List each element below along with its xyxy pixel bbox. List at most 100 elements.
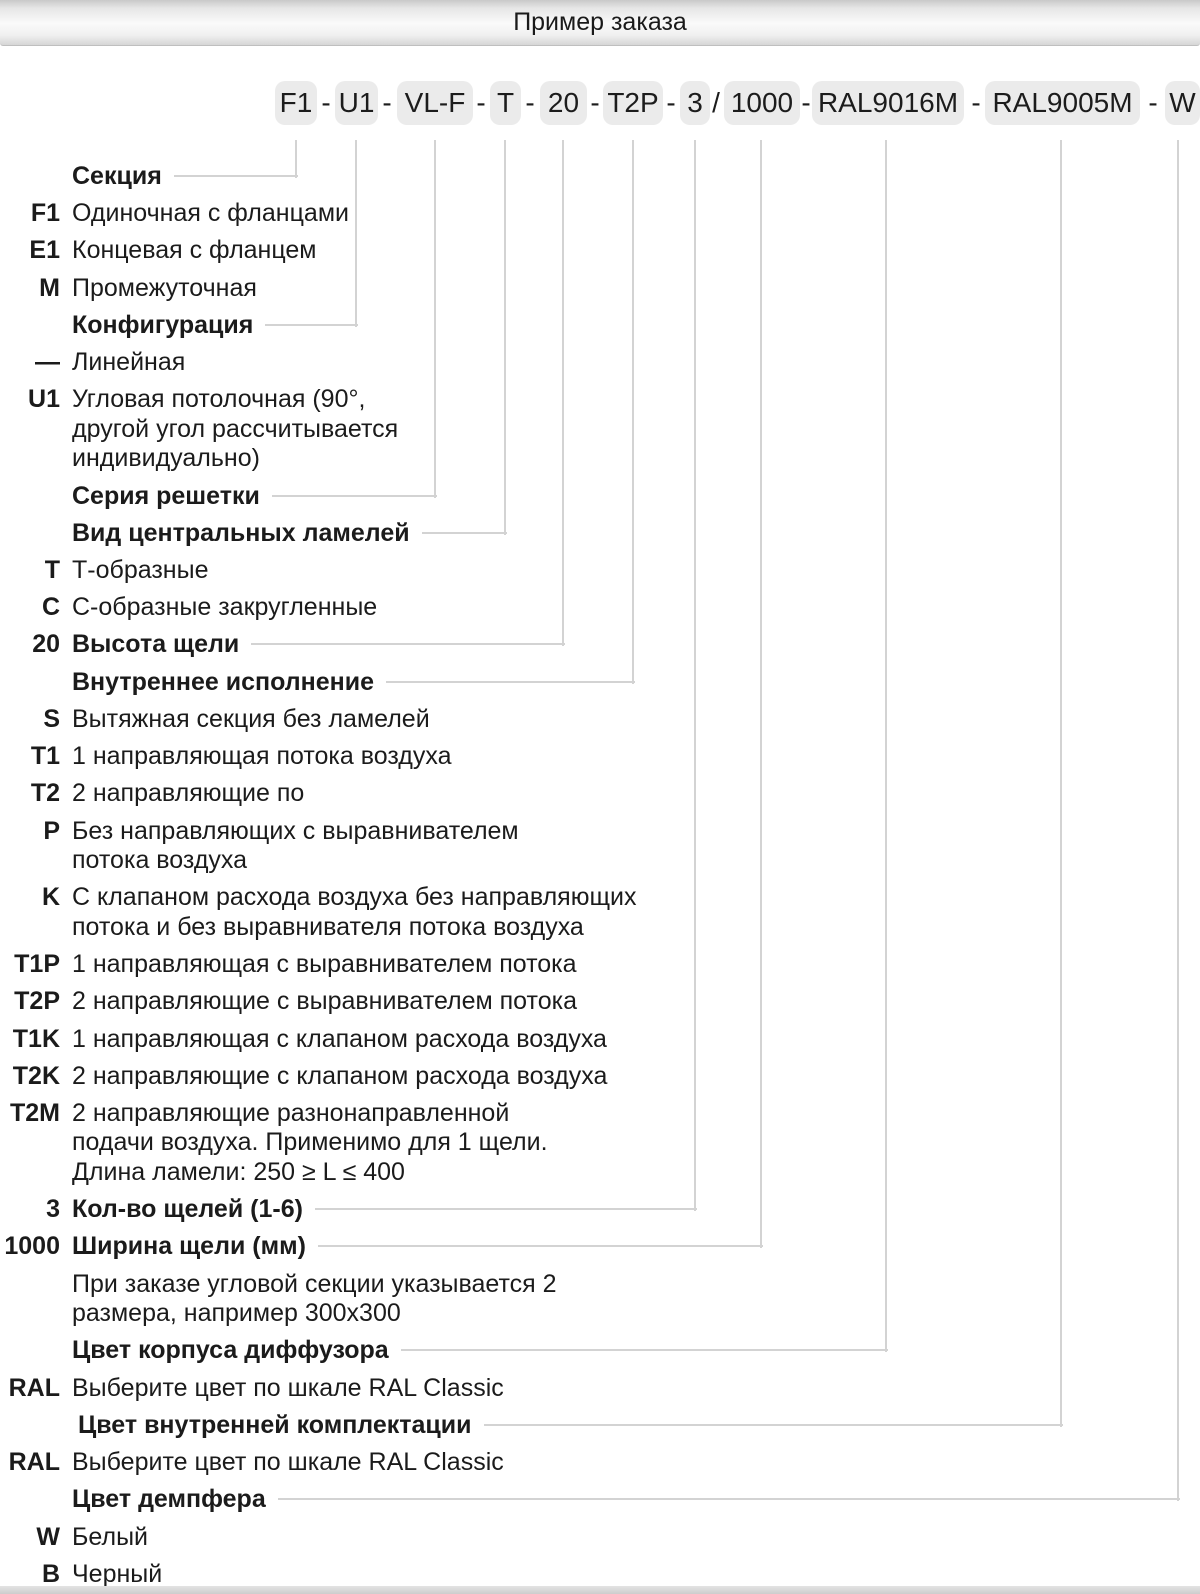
legend-code: C — [41, 593, 60, 621]
code-separator: - — [525, 87, 535, 118]
section-header-bar: Пример заказа — [0, 0, 1200, 46]
legend-header-body-color: Цвет корпуса диффузора — [0, 1335, 888, 1365]
legend-item-c: C С-образные закругленные — [0, 592, 1200, 622]
legend-code: K — [41, 883, 60, 911]
legend-code: 20 — [32, 630, 60, 658]
legend-item-t: T Т-образные — [0, 555, 1200, 585]
connector-v-body-color — [885, 140, 887, 1352]
legend-header-section: Секция — [0, 161, 298, 191]
code-separator: - — [382, 87, 392, 118]
code-segment-slot-count: 3 — [680, 81, 710, 125]
connector-v-configuration — [355, 140, 357, 327]
code-separator: - — [590, 87, 600, 118]
code-segment-internal-color: RAL9005M — [985, 81, 1140, 125]
legend-code: RAL — [8, 1374, 60, 1402]
connector-v-internal-color — [1060, 140, 1062, 1427]
legend-code: T — [44, 556, 60, 584]
connector-h-internal — [386, 681, 635, 683]
legend-item-t1: T1 1 направляющая потока воздуха — [0, 741, 1200, 771]
legend-code: T2 — [30, 779, 60, 807]
legend-header-internal-color: Цвет внутренней комплектации — [0, 1410, 1063, 1440]
legend-item-s: S Вытяжная секция без ламелей — [0, 704, 1200, 734]
connector-h-body-color — [400, 1349, 888, 1351]
code-separator: - — [801, 87, 811, 118]
legend-code: T1K — [12, 1025, 60, 1053]
legend-code: E1 — [29, 236, 60, 264]
legend-code: S — [43, 705, 60, 733]
code-separator: - — [666, 87, 676, 118]
legend-item-linear: — Линейная — [0, 347, 1200, 377]
legend-item-k: K С клапаном расхода воздуха без направл… — [0, 882, 1200, 912]
connector-h-lamella-type — [421, 532, 507, 534]
connector-v-section — [295, 140, 297, 178]
legend-item-m: M Промежуточная — [0, 273, 1200, 303]
legend-item-b: B Черный — [0, 1559, 1200, 1589]
legend-code: F1 — [30, 199, 60, 227]
code-separator-slash: / — [712, 87, 720, 118]
connector-h-section — [173, 175, 298, 177]
legend-item-t2m-line2: подачи воздуха. Применимо для 1 щели. — [72, 1128, 548, 1156]
connector-v-slot-count — [694, 140, 696, 1211]
legend-code: T2P — [14, 987, 60, 1015]
code-segment-slot-width: 1000 — [724, 81, 800, 125]
connector-v-slot-width — [760, 140, 762, 1248]
legend-item-f1: F1 Одиночная с фланцами — [0, 198, 1200, 228]
connector-h-slot-count — [314, 1208, 697, 1210]
legend-code: B — [41, 1560, 60, 1588]
code-separator: - — [1148, 87, 1158, 118]
legend-code: T1 — [30, 742, 60, 770]
legend-note-line2: размера, например 300x300 — [72, 1299, 401, 1327]
connector-h-configuration — [265, 324, 358, 326]
legend-header-damper-color: Цвет демпфера — [0, 1484, 1180, 1514]
code-separator: - — [476, 87, 486, 118]
code-segment-section: F1 — [275, 81, 317, 125]
legend-code: U1 — [28, 385, 60, 413]
code-segment-lamella-type: T — [490, 81, 521, 125]
code-segment-internal: T2P — [603, 81, 663, 125]
legend-item-t2p: T2P 2 направляющие с выравнивателем пото… — [0, 986, 1200, 1016]
legend-code: — — [35, 348, 60, 376]
connector-v-damper-color — [1177, 140, 1179, 1501]
legend-item-ral-internal: RAL Выберите цвет по шкале RAL Classic — [0, 1447, 1200, 1477]
legend-header-configuration: Конфигурация — [0, 310, 358, 340]
legend-code: P — [43, 817, 60, 845]
connector-h-internal-color — [483, 1424, 1063, 1426]
code-segment-series: VL-F — [397, 81, 473, 125]
connector-h-damper-color — [277, 1498, 1180, 1500]
legend-code: M — [39, 274, 60, 302]
legend-item-t2k: T2K 2 направляющие с клапаном расхода во… — [0, 1061, 1200, 1091]
code-separator: - — [971, 87, 981, 118]
code-segment-body-color: RAL9016M — [812, 81, 964, 125]
legend-item-t2: T2 2 направляющие по — [0, 778, 1200, 808]
connector-v-lamella-type — [504, 140, 506, 535]
legend-item-p: P Без направляющих с выравнивателем — [0, 816, 1200, 846]
legend-item-e1: E1 Концевая с фланцем — [0, 235, 1200, 265]
legend-item-k-line2: потока и без выравнивателя потока воздух… — [72, 913, 584, 941]
legend-header-slot-count: 3 Кол-во щелей (1-6) — [0, 1194, 697, 1224]
legend-header-slot-width: 1000 Ширина щели (мм) — [0, 1231, 763, 1261]
legend-header-lamella-type: Вид центральных ламелей — [0, 518, 507, 548]
legend-item-t1k: T1K 1 направляющая с клапаном расхода во… — [0, 1024, 1200, 1054]
code-segment-slot-height: 20 — [540, 81, 587, 125]
code-separator: - — [321, 87, 331, 118]
legend-code: 3 — [46, 1195, 60, 1223]
legend-code: W — [36, 1523, 60, 1551]
legend-code: RAL — [8, 1448, 60, 1476]
connector-v-series — [434, 140, 436, 498]
connector-v-slot-height — [562, 140, 564, 646]
legend-code: T2M — [10, 1099, 60, 1127]
connector-v-internal — [632, 140, 634, 684]
next-section-bar-edge — [0, 1586, 1200, 1594]
legend-code: 1000 — [4, 1232, 60, 1260]
legend-item-p-line2: потока воздуха — [72, 846, 248, 874]
legend-item-u1-line3: индивидуально) — [72, 444, 260, 472]
legend-item-w: W Белый — [0, 1522, 1200, 1552]
legend-header-grille-series: Серия решетки — [0, 481, 437, 511]
connector-h-slot-height — [251, 643, 565, 645]
legend-item-u1-line2: другой угол рассчитывается — [72, 415, 399, 443]
connector-h-slot-width — [317, 1245, 763, 1247]
legend-code: T2K — [12, 1062, 60, 1090]
legend-header-slot-height: 20 Высота щели — [0, 629, 565, 659]
legend-item-u1: U1 Угловая потолочная (90°, — [0, 384, 1200, 414]
